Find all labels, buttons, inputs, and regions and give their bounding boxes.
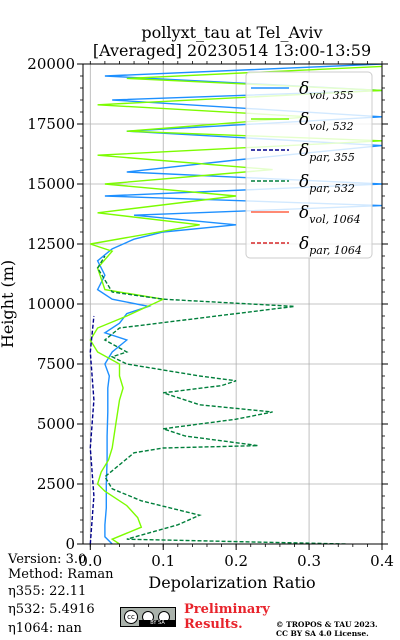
- y-tick-labels: 0 2500 5000 7500 10000 12500 15000 17500 20000: [27, 55, 75, 553]
- legend-subscript-0: vol, 355: [309, 89, 353, 102]
- eta532-text: η532: 5.4916: [8, 602, 95, 617]
- x-axis-label: Depolarization Ratio: [148, 573, 315, 592]
- method-text: Method: Raman: [8, 567, 114, 582]
- x-tick-label: 0.0: [78, 552, 102, 570]
- chart-subtitle: [Averaged] 20230514 13:00-13:59: [92, 41, 372, 60]
- series-line-2: [89, 315, 95, 544]
- copyright-line-2: CC BY SA 4.0 License.: [276, 629, 369, 638]
- y-tick-label: 2500: [37, 475, 75, 493]
- legend-subscript-3: par, 532: [309, 182, 355, 195]
- y-tick-label: 5000: [37, 415, 75, 433]
- copyright-line-1: © TROPOS & TAU 2023.: [276, 620, 378, 629]
- series-line-3: [96, 255, 346, 544]
- grid-lines: [83, 63, 383, 545]
- legend-subscript-2: par, 355: [309, 151, 355, 164]
- x-tick-labels: 0.0 0.1 0.2 0.3 0.4: [78, 552, 394, 570]
- x-tick-label: 0.2: [224, 552, 248, 570]
- y-tick-label: 7500: [37, 355, 75, 373]
- legend-subscript-1: vol, 532: [309, 120, 353, 133]
- series-line-1: [89, 65, 382, 544]
- preliminary-results-text: Preliminary Results.: [184, 602, 270, 632]
- cc-icon: cc: [124, 610, 138, 624]
- chart-title: pollyxt_tau at Tel_Aviv: [141, 23, 323, 42]
- y-tick-label: 17500: [27, 115, 75, 133]
- y-tick-label: 0: [65, 535, 75, 553]
- x-tick-label: 0.3: [297, 552, 321, 570]
- y-tick-label: 12500: [27, 235, 75, 253]
- copyright-text: © TROPOS & TAU 2023. CC BY SA 4.0 Licens…: [276, 620, 378, 638]
- y-axis-label: Height (m): [0, 260, 17, 348]
- y-tick-label: 10000: [27, 295, 75, 313]
- axis-ticks: [77, 61, 388, 550]
- legend-subscript-5: par, 1064: [309, 244, 362, 257]
- eta355-text: η355: 22.11: [8, 584, 87, 599]
- legend-subscript-4: vol, 1064: [309, 213, 360, 226]
- cc-license-strip: BY SA: [139, 620, 176, 626]
- y-tick-label: 15000: [27, 175, 75, 193]
- eta1064-text: η1064: nan: [8, 621, 82, 636]
- x-tick-label: 0.1: [151, 552, 175, 570]
- x-tick-label: 0.4: [370, 552, 394, 570]
- version-text: Version: 3.0: [8, 552, 87, 567]
- cc-license-badge: cc BY SA: [120, 607, 176, 627]
- y-tick-label: 20000: [27, 55, 75, 73]
